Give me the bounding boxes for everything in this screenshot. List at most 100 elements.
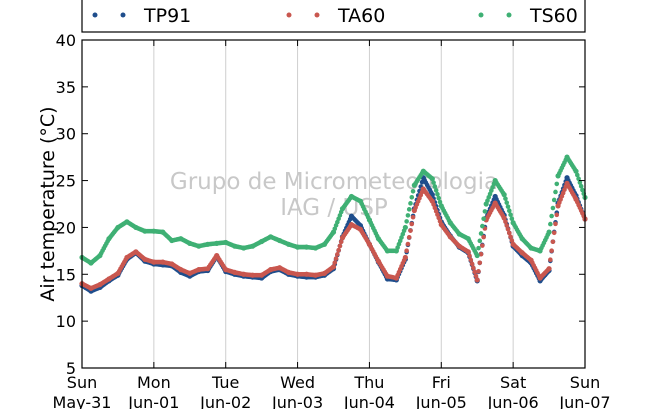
data-point [88,285,94,291]
data-point [88,260,94,266]
series-marker [432,184,438,189]
data-point [250,243,256,249]
series-marker [575,172,580,178]
data-point [303,244,310,250]
data-point [501,215,507,221]
y-axis-title: Air temperature (°C) [37,106,59,301]
legend-label: TA60 [337,5,385,27]
series-marker [550,239,556,245]
grid-lines [153,40,514,368]
series-marker [480,243,485,248]
legend-item-ta60: TA60 [286,5,385,27]
series-marker [503,219,508,225]
series-marker [410,214,416,220]
data-point [232,243,238,249]
legend: TP91 TA60 TS60 [81,0,586,33]
series-marker [404,219,409,224]
series-marker [335,252,340,257]
series-marker [437,199,443,205]
x-tick-day: Sun [67,373,97,392]
data-point [339,206,346,212]
series-marker [578,183,584,189]
series-marker [435,191,440,197]
data-point [169,237,175,244]
data-point [277,265,283,271]
data-point [438,222,444,228]
data-point [492,193,498,200]
data-point [546,229,552,235]
series-marker [504,223,510,228]
data-point [429,198,435,204]
series-marker [431,180,436,185]
data-point [411,207,417,214]
data-point [402,254,408,261]
series-ts60 [79,154,588,266]
series-marker [503,196,508,201]
legend-label: TS60 [529,5,578,27]
series-marker [471,265,476,271]
data-point [133,224,139,231]
data-point [124,254,130,261]
data-point [384,248,390,254]
series-marker [473,273,479,279]
data-point [357,198,364,204]
data-point [187,270,193,276]
series-marker [551,230,557,236]
data-point [223,239,229,246]
data-point [375,258,382,264]
series-marker [469,261,475,267]
series-marker [551,197,557,203]
y-tick-label: 30 [56,125,76,144]
series-marker [553,189,558,195]
data-point [393,248,399,254]
data-point [474,252,480,259]
watermark-line-1: Grupo de Micrometeorologia [170,169,498,195]
data-point [429,176,435,182]
series-marker [506,208,512,213]
data-point [312,272,319,278]
data-point [411,182,417,188]
data-point [366,241,373,247]
legend-marker [314,12,320,18]
data-point [205,241,211,247]
data-point [330,264,337,270]
data-point [375,236,382,242]
data-point [277,237,283,244]
data-point [492,200,498,206]
series-marker [332,260,338,265]
data-point [528,257,534,263]
series-marker [409,195,415,200]
data-point [196,243,202,249]
series-marker [333,256,339,261]
data-point [348,193,355,200]
data-point [519,250,525,256]
data-point [357,226,364,232]
legend-item-ts60: TS60 [478,5,578,27]
x-tick-day: Tue [211,373,239,392]
y-tick-label: 35 [56,78,76,97]
data-point [151,228,157,234]
data-point [142,256,148,262]
data-point [528,245,534,251]
series-marker [468,257,474,263]
series-marker [506,230,512,236]
data-point [537,275,543,281]
series-marker [554,212,560,218]
data-point [483,201,489,207]
data-point [268,267,274,273]
data-point [465,236,471,242]
data-point [456,231,462,237]
series-marker [481,234,486,240]
series-marker [406,235,412,240]
legend-marker [506,12,512,18]
series-marker [467,253,472,259]
legend-item-tp91: TP91 [92,5,191,27]
watermark: Grupo de Micrometeorologia IAG / USP [170,169,498,221]
series-marker [477,238,483,244]
series-marker [549,213,554,219]
x-axis: SunMay-31MonJun-01TueJun-02WedJun-03ThuJ… [53,40,611,409]
legend-marker [286,12,292,18]
legend-marker [92,12,98,18]
y-tick-label: 10 [56,312,76,331]
